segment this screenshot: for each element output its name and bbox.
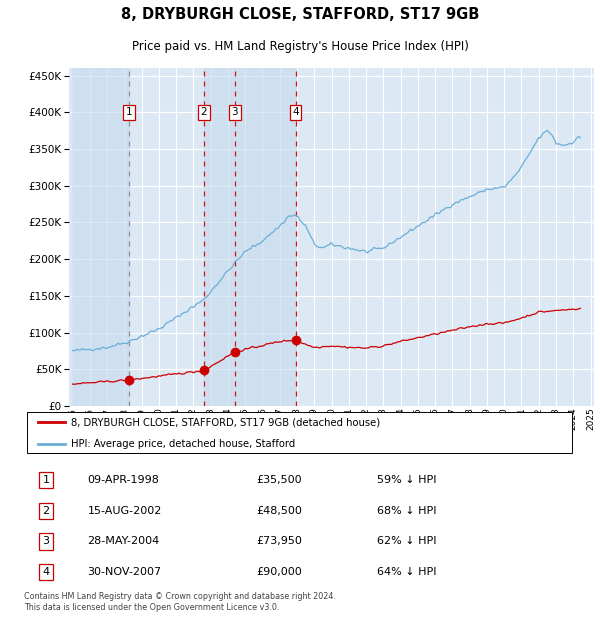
Text: Contains HM Land Registry data © Crown copyright and database right 2024.
This d: Contains HM Land Registry data © Crown c… <box>24 592 336 611</box>
Text: 2: 2 <box>43 506 50 516</box>
Text: 8, DRYBURGH CLOSE, STAFFORD, ST17 9GB: 8, DRYBURGH CLOSE, STAFFORD, ST17 9GB <box>121 7 479 22</box>
Text: 4: 4 <box>292 107 299 117</box>
Text: £48,500: £48,500 <box>256 506 302 516</box>
Bar <box>73 68 129 406</box>
FancyBboxPatch shape <box>27 412 572 453</box>
Bar <box>204 68 296 406</box>
Text: 30-NOV-2007: 30-NOV-2007 <box>88 567 161 577</box>
Text: 3: 3 <box>43 536 50 546</box>
Text: £73,950: £73,950 <box>256 536 302 546</box>
Text: 59% ↓ HPI: 59% ↓ HPI <box>377 475 437 485</box>
Text: 62% ↓ HPI: 62% ↓ HPI <box>377 536 437 546</box>
Text: 1: 1 <box>125 107 132 117</box>
Text: £35,500: £35,500 <box>256 475 301 485</box>
Text: 2: 2 <box>201 107 208 117</box>
Text: Price paid vs. HM Land Registry's House Price Index (HPI): Price paid vs. HM Land Registry's House … <box>131 40 469 53</box>
Text: 68% ↓ HPI: 68% ↓ HPI <box>377 506 437 516</box>
Text: 09-APR-1998: 09-APR-1998 <box>88 475 160 485</box>
Text: 64% ↓ HPI: 64% ↓ HPI <box>377 567 437 577</box>
Text: HPI: Average price, detached house, Stafford: HPI: Average price, detached house, Staf… <box>71 439 295 449</box>
Text: 28-MAY-2004: 28-MAY-2004 <box>88 536 160 546</box>
Text: 4: 4 <box>43 567 50 577</box>
Text: 15-AUG-2002: 15-AUG-2002 <box>88 506 162 516</box>
Text: 1: 1 <box>43 475 50 485</box>
Text: £90,000: £90,000 <box>256 567 302 577</box>
Text: 3: 3 <box>232 107 238 117</box>
Text: 8, DRYBURGH CLOSE, STAFFORD, ST17 9GB (detached house): 8, DRYBURGH CLOSE, STAFFORD, ST17 9GB (d… <box>71 417 380 427</box>
